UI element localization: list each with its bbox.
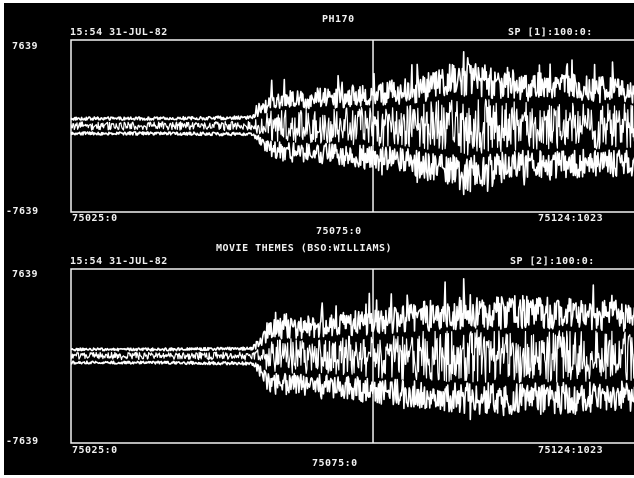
panel-2-frame (70, 268, 634, 444)
panel-1-x-mid-label: 75075:0 (316, 226, 362, 237)
panel-1-waveform (70, 51, 634, 196)
panel-1-y-top-label: 7639 (12, 41, 39, 52)
panel-2-waveform (70, 278, 634, 421)
panel-1-channel: SP [1]:100:0: (508, 27, 593, 38)
panel-1-waveform-fill (70, 98, 634, 156)
panel-1-waveform-lower-envelope (70, 131, 634, 196)
panel-2-waveform-fill (70, 329, 634, 384)
panel-2-y-bottom-label: -7639 (6, 436, 39, 447)
oscilloscope-screen: PH170 15:54 31-JUL-82 SP [1]:100:0: 7639… (4, 3, 634, 475)
panel-2-timestamp: 15:54 31-JUL-82 (70, 256, 168, 267)
panel-1-waveform-upper-envelope (70, 51, 634, 121)
panel-1-title: PH170 (322, 14, 355, 25)
panel-2-x-left-label: 75025:0 (72, 445, 118, 456)
panel-1-waveform-plot (70, 39, 634, 213)
panel-2-waveform-lower-envelope (70, 360, 634, 421)
panel-2-x-mid-label: 75075:0 (312, 458, 358, 469)
panel-1-y-bottom-label: -7639 (6, 206, 39, 217)
panel-1-timestamp: 15:54 31-JUL-82 (70, 27, 168, 38)
panel-1-x-right-label: 75124:1023 (538, 213, 604, 224)
panel-2-title: MOVIE THEMES (BSO:WILLIAMS) (216, 243, 393, 254)
panel-2-waveform-upper-envelope (70, 278, 634, 352)
panel-1-x-left-label: 75025:0 (72, 213, 118, 224)
panel-2-waveform-plot (70, 268, 634, 444)
panel-2-channel: SP [2]:100:0: (510, 256, 595, 267)
panel-2-x-right-label: 75124:1023 (538, 445, 604, 456)
panel-2-y-top-label: 7639 (12, 269, 39, 280)
